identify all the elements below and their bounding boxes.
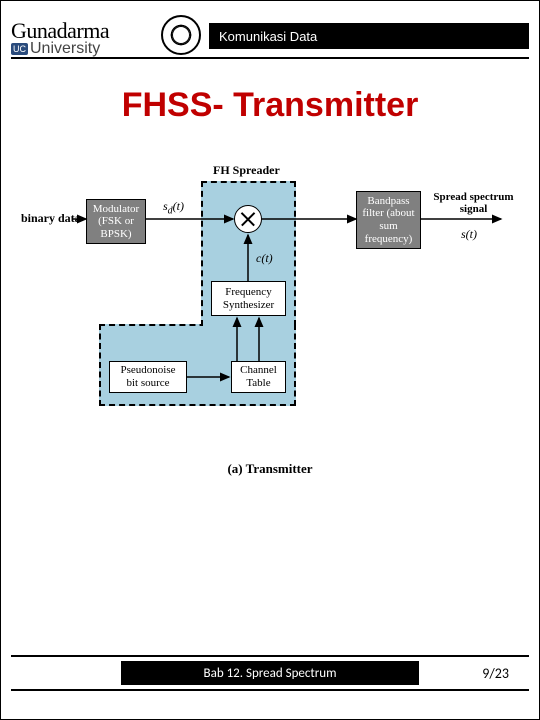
arrows	[21, 161, 521, 461]
header: Gunadarma UCUniversity Komunikasi Data	[11, 23, 529, 73]
uc-badge: UC	[11, 43, 28, 55]
course-name: Komunikasi Data	[219, 29, 317, 44]
footer-rule-top	[11, 655, 529, 657]
diagram-caption: (a) Transmitter	[1, 461, 539, 477]
footer-rule-bot	[11, 689, 529, 691]
header-rule	[11, 57, 529, 59]
footer: Bab 12. Spread Spectrum 9/23	[11, 661, 529, 697]
slide-title: FHSS- Transmitter	[1, 86, 539, 125]
footer-page: 9/23	[482, 661, 509, 685]
course-bar: Komunikasi Data	[209, 23, 529, 49]
footer-chapter: Bab 12. Spread Spectrum	[121, 661, 419, 685]
block-diagram: binary data Modulator (FSK or BPSK) sd(t…	[21, 161, 521, 461]
university-seal-icon	[161, 15, 201, 55]
slide: Gunadarma UCUniversity Komunikasi Data F…	[0, 0, 540, 720]
